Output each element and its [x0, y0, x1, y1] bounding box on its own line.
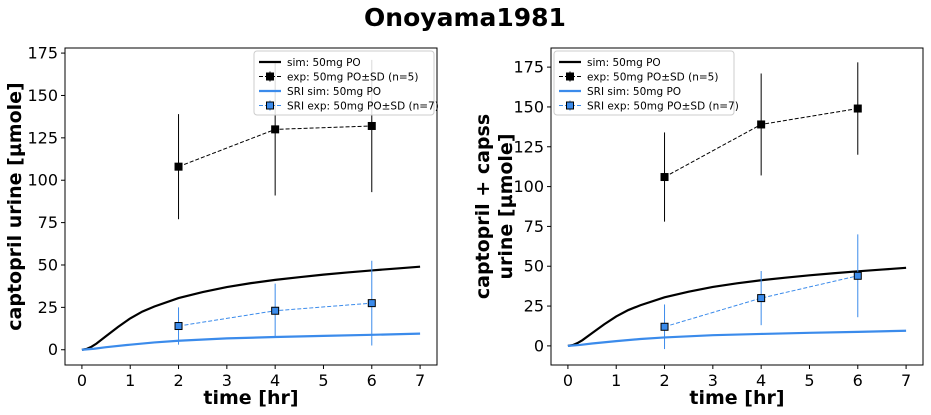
legend-entry-label: SRI sim: 50mg PO	[587, 86, 681, 98]
y-tick-label: 75	[524, 217, 544, 236]
x-tick-label: 0	[77, 371, 87, 390]
y-axis-label: captopril urine [µmole]	[4, 82, 26, 330]
y-axis-label: urine [µmole]	[495, 133, 517, 279]
data-point-marker	[853, 104, 862, 113]
x-axis-label: time [hr]	[203, 387, 298, 409]
x-tick-label: 0	[563, 371, 573, 390]
left-chart-panel: 0 1 2 3 4 5 6 7 0 25 50 75 100 125 150 175 time [hr] capt…	[4, 44, 439, 409]
series-dashed-line	[664, 275, 858, 328]
x-tick-label: 3	[222, 371, 232, 390]
legend-entry-label: SRI exp: 50mg PO±SD (n=7)	[587, 101, 739, 113]
data-point-marker	[853, 271, 862, 280]
series-line	[81, 265, 421, 351]
y-tick-label: 150	[513, 97, 544, 116]
legend-entry-label: sim: 50mg PO	[587, 57, 661, 69]
x-tick-label: 2	[173, 371, 183, 390]
legend-marker-swatch	[566, 101, 574, 110]
data-point-marker	[174, 162, 183, 171]
legend: sim: 50mg PO exp: 50mg PO±SD (n=5) SRI sim…	[553, 50, 739, 116]
y-tick-label: 0	[534, 336, 544, 355]
legend-entry-label: sim: 50mg PO	[287, 57, 361, 69]
series-line	[81, 332, 421, 351]
legend-box	[253, 50, 435, 116]
y-tick-label: 25	[38, 298, 58, 317]
legend-marker-swatch	[266, 101, 274, 110]
y-tick-label: 125	[513, 137, 544, 156]
legend-box	[553, 50, 735, 116]
y-tick-label: 175	[27, 44, 58, 63]
x-tick-label: 1	[611, 371, 621, 390]
x-tick-label: 7	[901, 371, 911, 390]
x-tick-label: 7	[415, 371, 425, 390]
legend-entry-label: exp: 50mg PO±SD (n=5)	[287, 72, 418, 84]
y-tick-label: 100	[27, 171, 58, 190]
data-point-marker	[367, 121, 376, 130]
y-tick-label: 0	[48, 340, 58, 359]
legend-entry-label: SRI exp: 50mg PO±SD (n=7)	[287, 101, 439, 113]
legend-entry-label: SRI sim: 50mg PO	[287, 86, 381, 98]
y-tick-label: 75	[38, 213, 58, 232]
data-point-marker	[757, 120, 766, 129]
figure-title: Onoyama1981	[364, 3, 566, 32]
data-point-marker	[660, 322, 669, 331]
legend: sim: 50mg PO exp: 50mg PO±SD (n=5) SRI sim…	[253, 50, 439, 116]
x-tick-label: 6	[367, 371, 377, 390]
legend-marker-swatch	[566, 72, 574, 81]
y-tick-label: 150	[27, 86, 58, 105]
y-tick-label: 100	[513, 177, 544, 196]
y-tick-label: 50	[524, 257, 544, 276]
y-tick-label: 25	[524, 297, 544, 316]
series-line	[567, 266, 907, 347]
x-tick-label: 4	[270, 371, 280, 390]
data-point-marker	[367, 299, 376, 308]
y-tick-label: 50	[38, 255, 58, 274]
y-tick-label: 125	[27, 128, 58, 147]
x-tick-label: 6	[853, 371, 863, 390]
x-tick-label: 3	[708, 371, 718, 390]
data-point-marker	[660, 173, 669, 182]
x-tick-label: 5	[318, 371, 328, 390]
legend-marker-swatch	[266, 72, 274, 81]
x-tick-label: 1	[125, 371, 135, 390]
x-tick-label: 5	[804, 371, 814, 390]
plot-frame	[550, 47, 924, 366]
x-axis-label: time [hr]	[689, 387, 784, 409]
plot-frame	[64, 47, 438, 366]
x-tick-label: 4	[756, 371, 766, 390]
series-line	[567, 329, 907, 347]
data-point-marker	[174, 322, 183, 331]
data-point-marker	[757, 294, 766, 303]
data-point-marker	[271, 306, 280, 315]
data-point-marker	[271, 125, 280, 134]
right-chart-panel: 0 1 2 3 4 5 6 7 0 25 50 75 100 125 150 175 time [hr] capt…	[472, 47, 924, 409]
y-tick-label: 175	[513, 58, 544, 77]
x-tick-label: 2	[659, 371, 669, 390]
legend-entry-label: exp: 50mg PO±SD (n=5)	[587, 72, 718, 84]
y-axis-label: captopril + capss	[472, 114, 494, 299]
